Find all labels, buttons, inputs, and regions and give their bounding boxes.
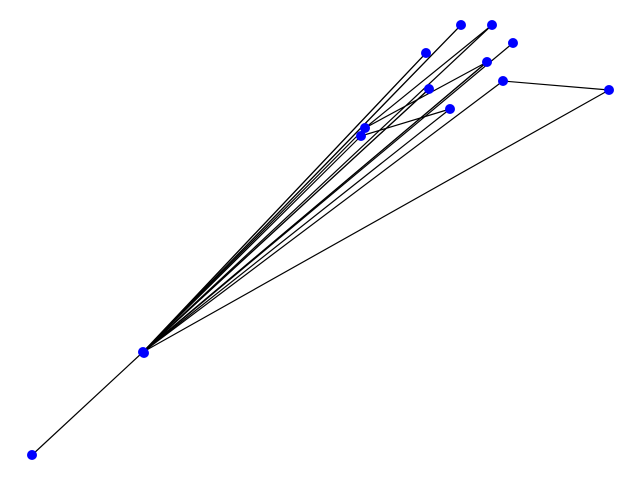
- graph-edge: [364, 61, 488, 129]
- graph-edge: [142, 108, 451, 353]
- nodes-layer: [27, 20, 614, 460]
- graph-node: [27, 450, 37, 460]
- graph-edge: [142, 88, 430, 353]
- graph-node: [139, 348, 149, 358]
- graph-node: [456, 20, 466, 30]
- graph-edge: [142, 61, 488, 353]
- graph-node: [508, 38, 518, 48]
- graph-node: [498, 76, 508, 86]
- graph-edge: [364, 24, 493, 129]
- graph-node: [424, 84, 434, 94]
- graph-node: [360, 123, 370, 133]
- graph-node: [445, 104, 455, 114]
- graph-edge: [502, 80, 610, 91]
- graph-edge: [142, 24, 462, 353]
- graph-edge: [142, 52, 427, 353]
- graph-edge: [31, 351, 144, 456]
- graph-edge: [142, 24, 493, 353]
- graph-edge: [142, 89, 610, 353]
- graph-node: [482, 57, 492, 67]
- graph-node: [487, 20, 497, 30]
- graph-node: [421, 48, 431, 58]
- graph-edge: [360, 108, 451, 137]
- graph-edge: [142, 135, 362, 353]
- graph-edge: [142, 80, 504, 353]
- edges-layer: [31, 24, 610, 456]
- graph-node: [356, 131, 366, 141]
- graph-node: [604, 85, 614, 95]
